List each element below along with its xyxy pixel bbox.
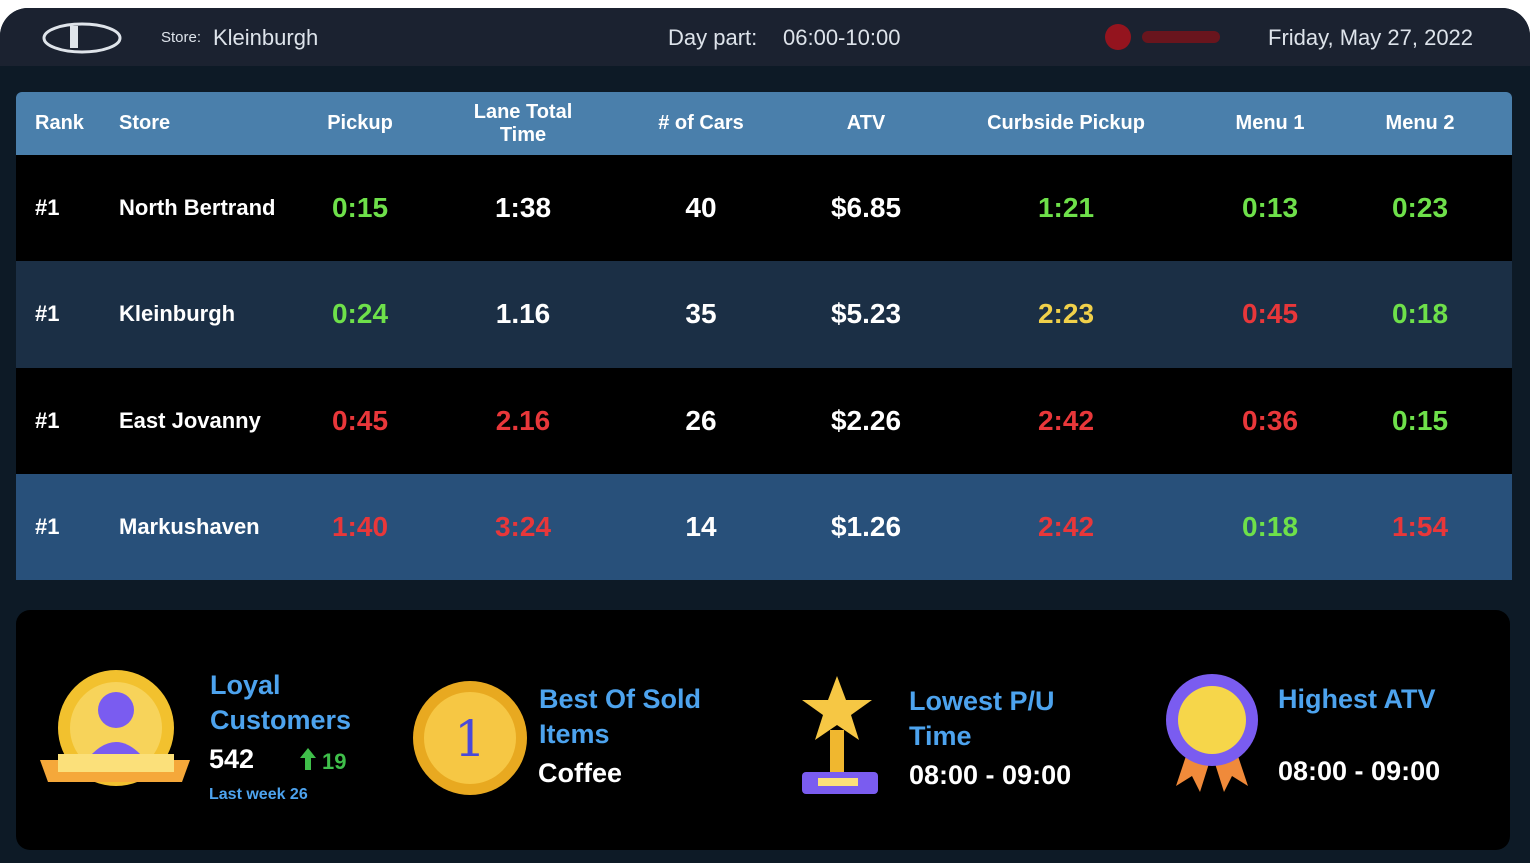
card-title: Best Of Sold Items: [539, 684, 702, 749]
metric: 0:36: [1241, 404, 1299, 436]
column-header: ATV: [846, 112, 886, 134]
medal-icon: 1: [413, 681, 527, 795]
metric: 0:15: [331, 192, 389, 224]
header: Store: Kleinburgh Day part: 06:00-10:00 …: [0, 8, 1530, 66]
metric: 0:45: [331, 404, 389, 436]
metric: 0:13: [1241, 192, 1299, 224]
card-value: 08:00 - 09:00: [909, 760, 1072, 790]
column-header: Store: [119, 112, 171, 134]
column-header: Menu 2: [1385, 112, 1455, 134]
column-header: Menu 1: [1235, 112, 1305, 134]
metric: 0:23: [1391, 192, 1449, 224]
store-label: Store:: [161, 29, 202, 46]
column-header: Lane Total Time: [473, 100, 573, 146]
store-name: East Jovanny: [119, 407, 261, 433]
table-row: #1 North Bertrand 0:15 1:38 40 $6.85 1:21 0:13 0…: [16, 155, 1512, 262]
column-header: # of Cars: [658, 112, 744, 134]
trophy-icon: [802, 676, 878, 794]
card-change: 19: [322, 749, 347, 774]
metric: 35: [685, 298, 717, 330]
column-header: Rank: [35, 112, 84, 134]
metric: 1:40: [331, 510, 389, 542]
column-header: Curbside Pickup: [987, 112, 1145, 134]
metric: 1:54: [1391, 510, 1449, 542]
card-value: Coffee: [538, 758, 623, 788]
metric: 14: [685, 510, 717, 542]
daypart-label: Day part:: [668, 25, 758, 50]
table-header: Rank Store Pickup Lane Total Time # of Cars A…: [16, 92, 1512, 155]
metric: $5.23: [830, 298, 902, 330]
svg-text:1: 1: [454, 710, 486, 768]
metric: 0:18: [1391, 298, 1449, 330]
table: Rank Store Pickup Lane Total Time # of Cars A…: [16, 92, 1512, 580]
table-row: #1 Markushaven 1:40 3:24 14 $1.26 2:42 0:18 1:54: [16, 473, 1512, 580]
table-row: #1 East Jovanny 0:45 2.16 26 $2.26 2:42 0:36 0:1…: [16, 367, 1512, 474]
logo: [42, 22, 122, 54]
store: Kleinburgh: [213, 25, 319, 50]
card-note: Last week 26: [209, 786, 308, 803]
rank: #1: [35, 407, 60, 433]
loyal-icon: [40, 670, 190, 786]
date: Friday, May 27, 2022: [1268, 25, 1474, 50]
metric: 0:15: [1391, 404, 1449, 436]
metric: 2.16: [495, 404, 551, 436]
daypart: 06:00-10:00: [783, 25, 901, 50]
card-title: Loyal Customers: [210, 670, 352, 735]
metric: $2.26: [830, 404, 902, 436]
table-row: #1 Kleinburgh 0:24 1.16 35 $5.23 2:23 0:45 0:18: [16, 261, 1512, 368]
card-value: 542: [209, 744, 255, 774]
store-name: Markushaven: [119, 513, 260, 539]
rank: #1: [35, 513, 60, 539]
metric: 26: [685, 404, 717, 436]
up-arrow: [300, 748, 316, 770]
card-title: Highest ATV: [1278, 684, 1436, 714]
metric: 3:24: [494, 510, 552, 542]
frame: Store: Kleinburgh Day part: 06:00-10:00 …: [0, 8, 1530, 863]
status-indicator: [1105, 24, 1220, 50]
rank: #1: [35, 195, 60, 221]
card-value: 08:00 - 09:00: [1278, 756, 1441, 786]
metric: 1:38: [494, 192, 552, 224]
metric: 2:42: [1037, 404, 1095, 436]
metric: $1.26: [830, 510, 902, 542]
metric: 0:24: [331, 298, 389, 330]
rank: #1: [35, 301, 60, 327]
store-name: North Bertrand: [119, 195, 276, 221]
column-header: Pickup: [327, 112, 393, 134]
metric: 1:21: [1037, 192, 1095, 224]
metric: 2:42: [1037, 510, 1095, 542]
ribbon-icon: [1166, 674, 1258, 792]
metric: $6.85: [830, 192, 902, 224]
metric: 0:45: [1241, 298, 1299, 330]
store-name: Kleinburgh: [119, 301, 236, 327]
metric: 1.16: [495, 298, 551, 330]
metric: 0:18: [1241, 510, 1299, 542]
metric: 40: [685, 192, 717, 224]
summary-panel: Loyal Customers 542 19 Last week 26 1 Be…: [16, 610, 1510, 850]
metric: 2:23: [1037, 298, 1095, 330]
card-title: Lowest P/U Time: [909, 686, 1055, 751]
